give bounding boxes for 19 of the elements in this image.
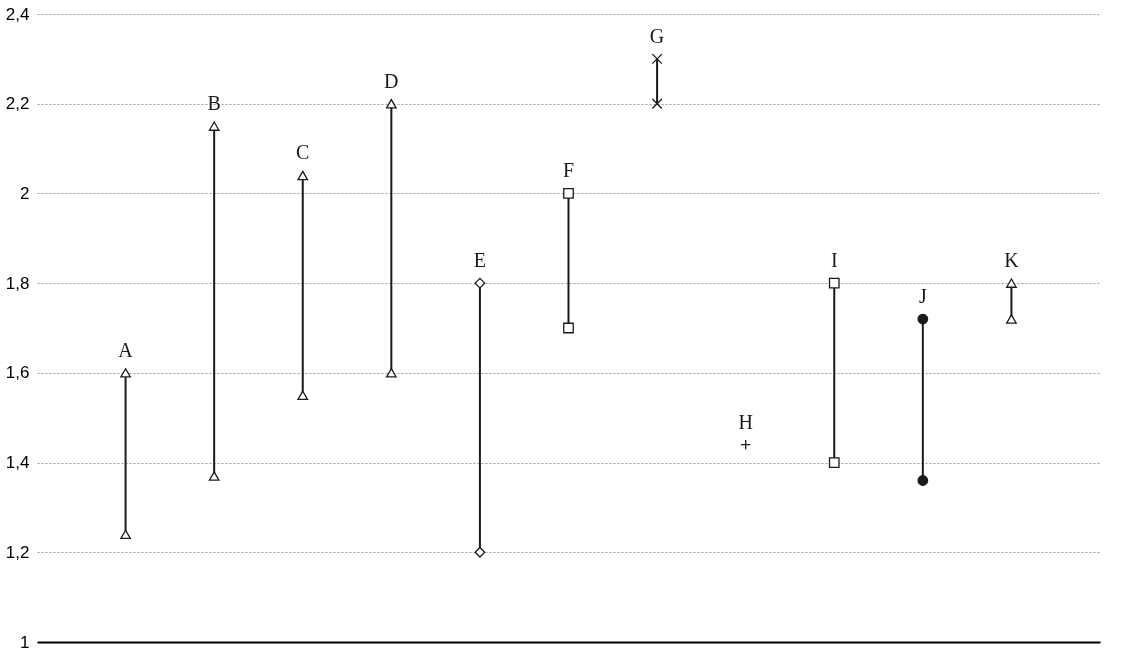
y-tick-label: 2,4 — [5, 4, 30, 24]
x-tick-label: D — [384, 69, 399, 92]
y-tick-label: 2 — [20, 183, 30, 203]
y-tick-label: 1 — [20, 632, 30, 652]
x-tick-label: E — [473, 249, 487, 272]
y-tick-label: 1,2 — [5, 542, 30, 562]
x-tick-label: I — [830, 249, 838, 272]
x-tick-label: B — [207, 92, 221, 115]
y-tick-label: 1,4 — [5, 453, 30, 473]
x-tick-label: F — [562, 159, 575, 182]
x-tick-label: A — [118, 338, 134, 361]
x-tick-label: G — [649, 24, 665, 47]
y-tick-label: 2,2 — [5, 94, 30, 114]
x-tick-label: C — [296, 141, 310, 164]
x-tick-label: J — [918, 285, 927, 308]
x-tick-label: K — [1004, 249, 1020, 272]
x-tick-label: H — [738, 410, 753, 433]
y-tick-label: 1,6 — [5, 363, 30, 383]
y-tick-label: 1,8 — [5, 273, 30, 293]
